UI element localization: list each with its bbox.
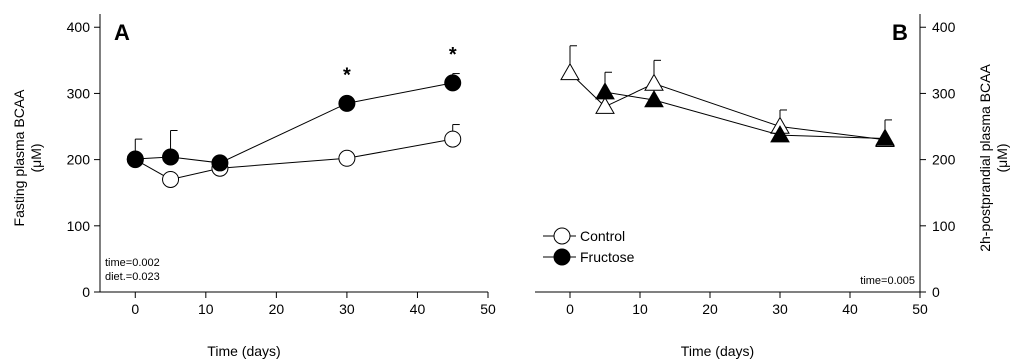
- x-tick-label: 40: [410, 301, 426, 317]
- data-point: [595, 96, 615, 114]
- series-line: [135, 82, 453, 164]
- series-line: [604, 91, 886, 139]
- stats-note: time=0.002: [105, 257, 160, 269]
- x-tick-label: 10: [198, 301, 214, 317]
- y-tick-label: 400: [67, 19, 91, 35]
- y-tick-label: 100: [932, 218, 956, 234]
- x-tick-label: 0: [131, 301, 139, 317]
- data-point: [595, 82, 615, 100]
- x-tick-label: 10: [632, 301, 648, 317]
- y-tick-label: 300: [932, 85, 956, 101]
- x-tick-label: 30: [339, 301, 355, 317]
- data-point: [338, 149, 356, 167]
- y-axis-label: Fasting plasma BCAA(μM): [11, 89, 44, 227]
- y-tick-label: 0: [932, 284, 940, 300]
- y-tick-label: 200: [67, 152, 91, 168]
- x-tick-label: 30: [772, 301, 788, 317]
- data-point: [560, 62, 580, 81]
- data-point: [338, 94, 356, 112]
- series-line: [135, 138, 453, 181]
- y-axis-label: 2h-postprandial plasma BCAA(μM): [977, 64, 1010, 252]
- data-point: [444, 130, 462, 148]
- x-tick-label: 50: [480, 301, 496, 317]
- x-tick-label: 20: [702, 301, 718, 317]
- y-tick-label: 100: [67, 218, 91, 234]
- panel-label: B: [892, 20, 908, 45]
- y-tick-label: 400: [932, 19, 956, 35]
- x-tick-label: 0: [566, 301, 574, 317]
- data-point: [644, 73, 664, 91]
- series-line: [569, 72, 886, 141]
- stats-note: diet.=0.023: [105, 271, 160, 283]
- data-point: [770, 125, 790, 143]
- significance-marker: *: [343, 64, 351, 86]
- data-point: [444, 74, 462, 92]
- y-tick-label: 0: [82, 284, 90, 300]
- legend-label: Fructose: [580, 249, 635, 265]
- legend-marker: [553, 248, 571, 266]
- data-point: [162, 148, 180, 166]
- data-point: [126, 150, 144, 168]
- legend: Control Fructose: [543, 227, 635, 266]
- y-tick-label: 300: [67, 85, 91, 101]
- stats-note: time=0.005: [860, 275, 915, 287]
- data-point: [211, 154, 229, 172]
- x-tick-label: 40: [842, 301, 858, 317]
- data-point: [875, 128, 895, 146]
- significance-marker: *: [449, 44, 457, 66]
- data-point: [644, 90, 664, 108]
- legend-label: Control: [580, 228, 625, 244]
- x-tick-label: 50: [912, 301, 928, 317]
- panel-a: 0 10 20 30 40 50 0 100 200 300 400 Time (days) Fasti…: [11, 14, 496, 359]
- x-axis-label: Time (days): [681, 343, 754, 359]
- legend-marker: [553, 227, 571, 245]
- x-axis-label: Time (days): [207, 343, 280, 359]
- x-tick-label: 20: [269, 301, 285, 317]
- y-tick-label: 200: [932, 152, 956, 168]
- panel-label: A: [114, 20, 130, 45]
- data-point: [162, 170, 180, 188]
